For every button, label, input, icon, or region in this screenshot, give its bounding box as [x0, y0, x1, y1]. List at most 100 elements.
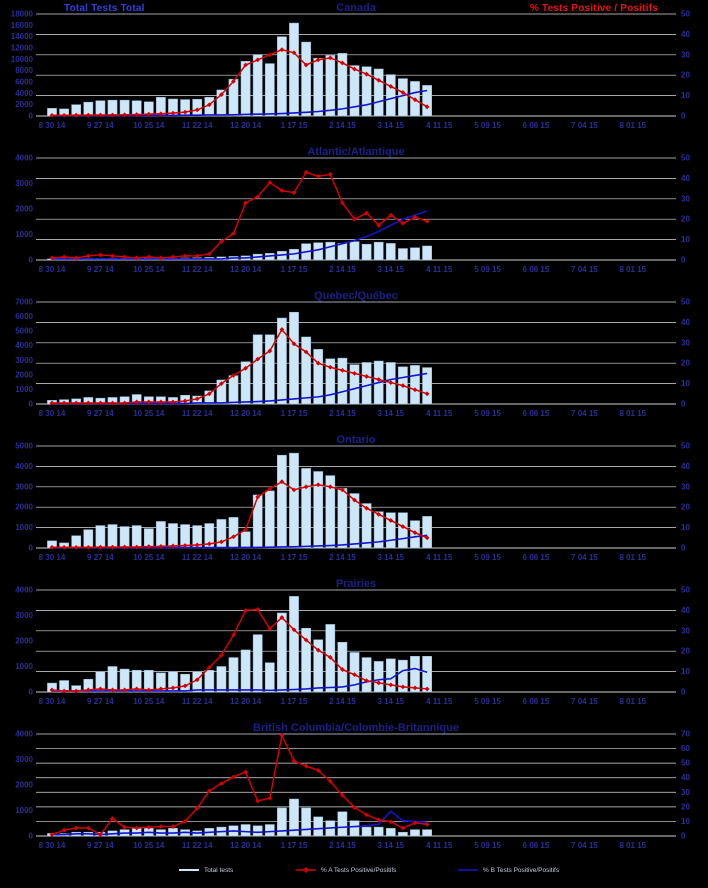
svg-text:0: 0 [29, 112, 34, 121]
svg-text:11 22 14: 11 22 14 [182, 841, 213, 850]
svg-text:4000: 4000 [15, 462, 33, 471]
series-pct-a-markers [49, 479, 430, 550]
svg-text:0: 0 [29, 688, 34, 697]
svg-text:4000: 4000 [15, 341, 33, 350]
svg-text:10: 10 [681, 667, 690, 676]
svg-text:12 20 14: 12 20 14 [230, 697, 262, 706]
x-axis-ticks: 8 30 14 9 27 14 10 25 14 11 22 14 12 20 14 1 … [39, 265, 647, 274]
svg-text:60: 60 [681, 744, 690, 753]
left-axis-ticks: 0 1000 2000 3000 4000 [15, 730, 33, 841]
svg-text:0: 0 [681, 400, 686, 409]
svg-text:11 22 14: 11 22 14 [182, 265, 213, 274]
svg-text:1000: 1000 [15, 662, 33, 671]
panel-chart-british-columbia: 0 1000 2000 3000 4000 0 10 20 30 40 50 60 70 8 30 14 9… [15, 722, 690, 850]
svg-text:10 25 14: 10 25 14 [133, 553, 165, 562]
legend-label-total-tests: Total tests [204, 866, 234, 874]
svg-text:11 22 14: 11 22 14 [182, 409, 213, 418]
svg-text:1000: 1000 [15, 806, 33, 815]
svg-text:1000: 1000 [15, 385, 33, 394]
svg-text:5 09 15: 5 09 15 [474, 265, 501, 274]
series-pct-a-markers [49, 327, 430, 406]
svg-text:12 20 14: 12 20 14 [230, 841, 262, 850]
series-pct-a-markers [49, 606, 430, 694]
svg-text:3 14 15: 3 14 15 [377, 553, 404, 562]
svg-text:6 06 15: 6 06 15 [523, 265, 550, 274]
svg-text:3000: 3000 [15, 755, 33, 764]
svg-text:3000: 3000 [15, 179, 33, 188]
series-pct-a-markers [49, 47, 430, 118]
svg-text:9 27 14: 9 27 14 [87, 697, 114, 706]
svg-text:30: 30 [681, 194, 690, 203]
left-axis-ticks: 0 1000 2000 3000 4000 [15, 154, 33, 265]
panel-title: Canada [336, 2, 377, 14]
svg-text:40: 40 [681, 174, 690, 183]
svg-text:8 30 14: 8 30 14 [39, 697, 66, 706]
svg-text:18000: 18000 [11, 10, 34, 19]
svg-text:3000: 3000 [15, 482, 33, 491]
svg-text:12 20 14: 12 20 14 [230, 265, 262, 274]
svg-text:7 04 15: 7 04 15 [571, 553, 598, 562]
svg-text:20: 20 [681, 802, 690, 811]
panel-title: British Columbia/Colombie-Britannique [253, 722, 459, 734]
left-axis-ticks: 0 1000 2000 3000 4000 [15, 586, 33, 697]
right-axis-header-label: % Tests Positive / Positifs [529, 3, 658, 14]
x-axis-ticks: 8 30 14 9 27 14 10 25 14 11 22 14 12 20 14 1 … [39, 841, 647, 850]
svg-text:12 20 14: 12 20 14 [230, 121, 262, 130]
svg-text:4 11 15: 4 11 15 [426, 121, 453, 130]
svg-text:6000: 6000 [15, 78, 33, 87]
svg-text:8 01 15: 8 01 15 [619, 409, 646, 418]
right-axis-ticks: 0 10 20 30 40 50 [681, 586, 690, 697]
svg-text:30: 30 [681, 482, 690, 491]
svg-text:5 09 15: 5 09 15 [474, 409, 501, 418]
svg-text:7 04 15: 7 04 15 [571, 121, 598, 130]
svg-text:2000: 2000 [15, 781, 33, 790]
svg-text:40: 40 [681, 318, 690, 327]
svg-text:0: 0 [681, 112, 686, 121]
series-pct-b-line [52, 210, 428, 260]
legend-item-total-tests: Total tests [178, 866, 233, 874]
svg-text:7 04 15: 7 04 15 [571, 409, 598, 418]
legend: Total tests % A Tests Positive/Positifs … [0, 862, 708, 888]
series-pct-a-markers [49, 169, 430, 261]
svg-text:6000: 6000 [15, 312, 33, 321]
left-axis-ticks: 0 2000 4000 6000 8000 10000 12000 14000 16000 180… [11, 10, 34, 121]
svg-text:12 20 14: 12 20 14 [230, 553, 262, 562]
svg-text:0: 0 [29, 256, 34, 265]
svg-text:10: 10 [681, 379, 690, 388]
svg-text:1000: 1000 [15, 230, 33, 239]
svg-text:4 11 15: 4 11 15 [426, 553, 453, 562]
svg-text:8 30 14: 8 30 14 [39, 841, 66, 850]
pct-b-swatch-icon [458, 869, 478, 871]
svg-text:3000: 3000 [15, 356, 33, 365]
svg-text:3 14 15: 3 14 15 [377, 409, 404, 418]
panel-title: Prairies [336, 578, 376, 590]
svg-text:6 06 15: 6 06 15 [523, 841, 550, 850]
svg-text:5000: 5000 [15, 327, 33, 336]
panel-chart-ontario: 0 1000 2000 3000 4000 5000 0 10 20 30 40 50 8 30 14 9… [15, 434, 690, 562]
svg-text:20: 20 [681, 359, 690, 368]
svg-text:0: 0 [681, 832, 686, 841]
svg-text:8 01 15: 8 01 15 [619, 697, 646, 706]
right-axis-ticks: 0 10 20 30 40 50 60 70 [681, 730, 690, 841]
svg-text:6 06 15: 6 06 15 [523, 697, 550, 706]
series-total-tests-bars [47, 311, 432, 405]
svg-text:6 06 15: 6 06 15 [523, 121, 550, 130]
svg-text:10: 10 [681, 91, 690, 100]
svg-text:6 06 15: 6 06 15 [523, 553, 550, 562]
svg-text:0: 0 [29, 544, 34, 553]
series-pct-a-line [51, 733, 428, 836]
svg-text:4 11 15: 4 11 15 [426, 697, 453, 706]
svg-text:10 25 14: 10 25 14 [133, 265, 165, 274]
svg-text:50: 50 [681, 586, 690, 595]
svg-text:2000: 2000 [15, 637, 33, 646]
svg-text:20: 20 [681, 215, 690, 224]
svg-text:3 14 15: 3 14 15 [377, 121, 404, 130]
svg-text:4000: 4000 [15, 730, 33, 739]
svg-text:12000: 12000 [11, 44, 34, 53]
svg-text:5 09 15: 5 09 15 [474, 697, 501, 706]
svg-text:11 22 14: 11 22 14 [182, 553, 213, 562]
svg-text:2000: 2000 [15, 100, 33, 109]
svg-text:10 25 14: 10 25 14 [133, 409, 165, 418]
svg-text:0: 0 [29, 400, 34, 409]
